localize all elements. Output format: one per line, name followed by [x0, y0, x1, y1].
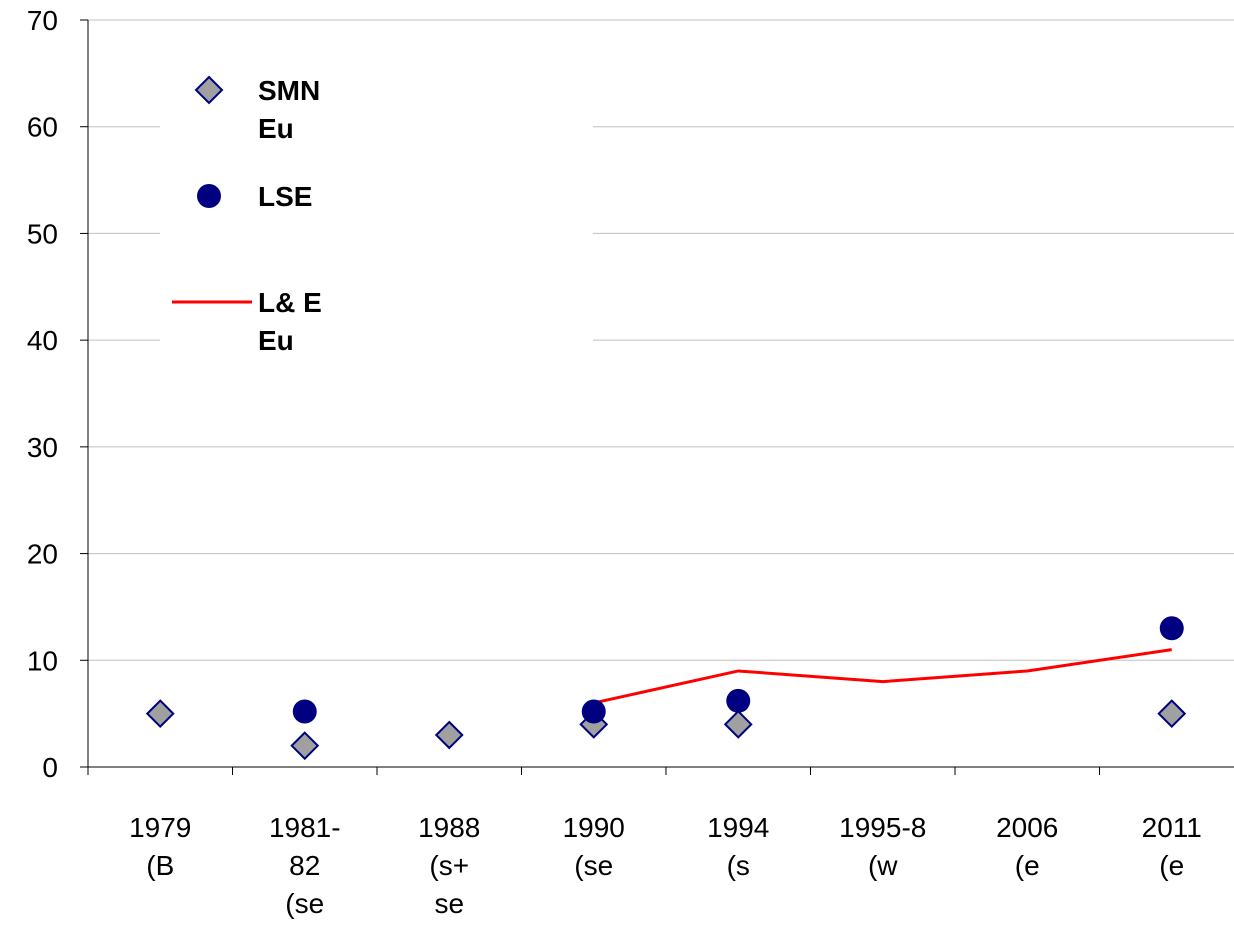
x-tick-label: 1979 (B — [129, 812, 191, 881]
text-line: 1990 — [563, 812, 625, 843]
diamond-marker — [1157, 699, 1187, 729]
x-tick-label: 1981- 82 (se — [269, 812, 341, 919]
x-tick-label: 2006 (e — [996, 812, 1058, 881]
diamond-marker — [290, 731, 320, 761]
diamond-marker — [434, 720, 464, 750]
y-tick-label: 0 — [42, 752, 58, 783]
x-tick-label: 1995-8 (w — [839, 812, 926, 881]
circle-marker — [1159, 616, 1184, 641]
text-line: L& E — [258, 287, 322, 318]
y-tick-label: 40 — [27, 325, 58, 356]
diamond-marker — [723, 709, 753, 739]
y-tick-label: 30 — [27, 432, 58, 463]
text-line: (se — [574, 850, 613, 881]
diamond-marker — [579, 709, 609, 739]
text-line: LSE — [258, 181, 312, 212]
y-tick-label: 20 — [27, 539, 58, 570]
text-line: (w — [868, 850, 898, 881]
text-line: 1994 — [707, 812, 769, 843]
text-line: SMN — [258, 75, 320, 106]
text-line: 1988 — [418, 812, 480, 843]
circle-marker — [726, 688, 751, 713]
x-tick-label: 1994 (s — [707, 812, 769, 881]
y-tick-label: 70 — [27, 5, 58, 36]
text-line: 1979 — [129, 812, 191, 843]
y-tick-label: 60 — [27, 112, 58, 143]
x-tick-label: 1988 (s+ se — [418, 812, 480, 919]
series-line — [593, 648, 1172, 705]
text-line: 1995-8 — [839, 812, 926, 843]
text-line: 2006 — [996, 812, 1058, 843]
text-line: (e — [1015, 850, 1040, 881]
legend-diamond — [194, 75, 224, 105]
text-line: (se — [285, 888, 324, 919]
text-line: 1981- — [269, 812, 341, 843]
text-line: (s — [727, 850, 750, 881]
x-tick-label: 2011 (e — [1142, 812, 1202, 881]
y-tick-label: 10 — [27, 645, 58, 676]
legend-bg — [160, 40, 593, 440]
x-tick-label: 1990 (se — [563, 812, 625, 881]
legend-label: SMN Eu — [258, 75, 320, 144]
legend-circle — [197, 184, 221, 208]
circle-marker — [581, 699, 606, 724]
text-line: se — [434, 888, 464, 919]
text-line: (e — [1159, 850, 1184, 881]
text-line: (B — [146, 850, 174, 881]
text-line: Eu — [258, 325, 294, 356]
text-line: Eu — [258, 113, 294, 144]
diamond-marker — [145, 699, 175, 729]
text-line: (s+ — [429, 850, 469, 881]
text-line: 82 — [289, 850, 320, 881]
legend-label: LSE — [258, 181, 312, 212]
y-tick-label: 50 — [27, 218, 58, 249]
circle-marker — [292, 699, 317, 724]
legend-label: L& E Eu — [258, 287, 322, 356]
text-line: 2011 — [1142, 812, 1202, 843]
